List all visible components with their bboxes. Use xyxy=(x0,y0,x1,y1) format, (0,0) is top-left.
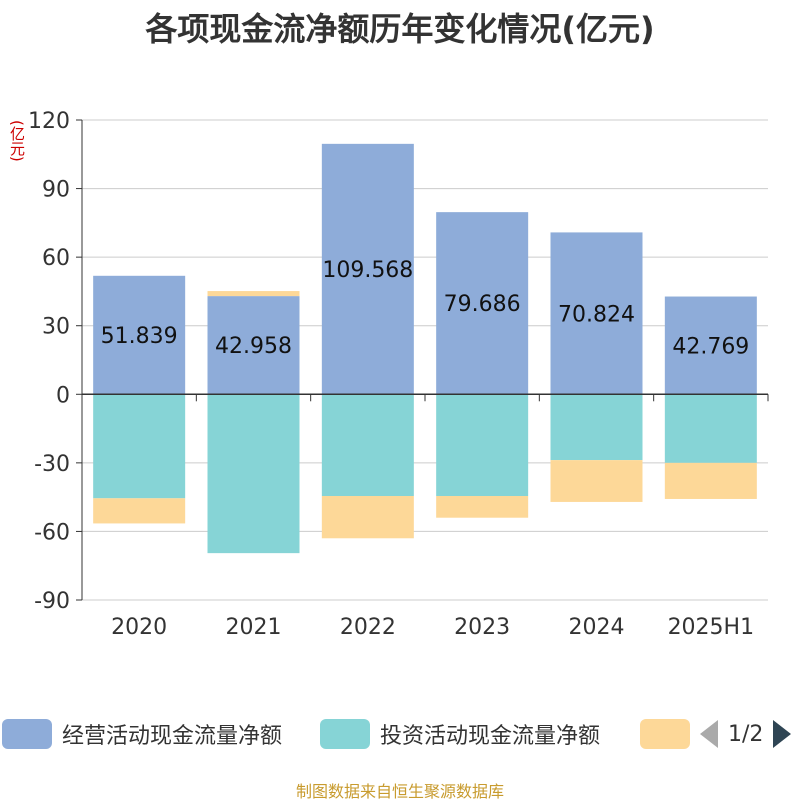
bar-2-2024 xyxy=(551,460,643,502)
pager-next-icon[interactable] xyxy=(773,720,791,748)
legend-swatch xyxy=(320,719,370,749)
legend-item[interactable]: 投资活动现金流量净额 xyxy=(320,716,600,752)
pager-prev-icon[interactable] xyxy=(700,720,718,748)
x-tick-label: 2021 xyxy=(226,615,282,640)
data-label: 42.958 xyxy=(215,334,292,359)
y-tick-label: 30 xyxy=(42,315,70,340)
y-tick-label: -60 xyxy=(34,520,70,545)
bar-1-2025H1 xyxy=(665,394,757,463)
data-label: 51.839 xyxy=(101,324,178,349)
bar-2-2025H1 xyxy=(665,463,757,499)
pager-page-indicator: 1/2 xyxy=(728,722,763,747)
y-tick-label: 0 xyxy=(56,383,70,408)
x-tick-label: 2023 xyxy=(454,615,510,640)
bar-1-2023 xyxy=(436,394,528,496)
x-tick-label: 2020 xyxy=(111,615,167,640)
y-tick-label: 60 xyxy=(42,246,70,271)
bar-2-2022 xyxy=(322,496,414,538)
bar-1-2024 xyxy=(551,394,643,460)
legend-swatch xyxy=(2,719,52,749)
bar-1-2020 xyxy=(93,394,185,498)
bar-1-2021 xyxy=(208,394,300,553)
legend-item[interactable]: 经营活动现金流量净额 xyxy=(2,716,282,752)
y-tick-label: -30 xyxy=(34,452,70,477)
data-label: 70.824 xyxy=(558,302,635,327)
chart-plot: 120 90 60 30 0 -30 -60 -90 2020 2021 2022 2023 2024 2… xyxy=(0,0,800,700)
bar-1-2022 xyxy=(322,394,414,496)
data-label: 109.568 xyxy=(322,258,413,283)
y-tick-label: 120 xyxy=(28,109,70,134)
source-footer: 制图数据来自恒生聚源数据库 xyxy=(0,778,800,802)
legend-label: 投资活动现金流量净额 xyxy=(380,718,600,750)
y-tick-label: 90 xyxy=(42,178,70,203)
bar-2-2023 xyxy=(436,496,528,518)
bar-2-2021 xyxy=(208,291,300,296)
legend-label: 经营活动现金流量净额 xyxy=(62,718,282,750)
legend: 经营活动现金流量净额 投资活动现金流量净额 xyxy=(0,716,800,756)
legend-item[interactable] xyxy=(640,716,690,752)
legend-swatch xyxy=(640,719,690,749)
y-tick-label: -90 xyxy=(34,589,70,614)
legend-pager: 1/2 xyxy=(700,716,791,752)
data-label: 79.686 xyxy=(444,292,521,317)
bar-2-2020 xyxy=(93,498,185,523)
x-tick-label: 2025H1 xyxy=(668,615,755,640)
x-tick-label: 2024 xyxy=(569,615,625,640)
x-tick-label: 2022 xyxy=(340,615,396,640)
data-label: 42.769 xyxy=(672,334,749,359)
